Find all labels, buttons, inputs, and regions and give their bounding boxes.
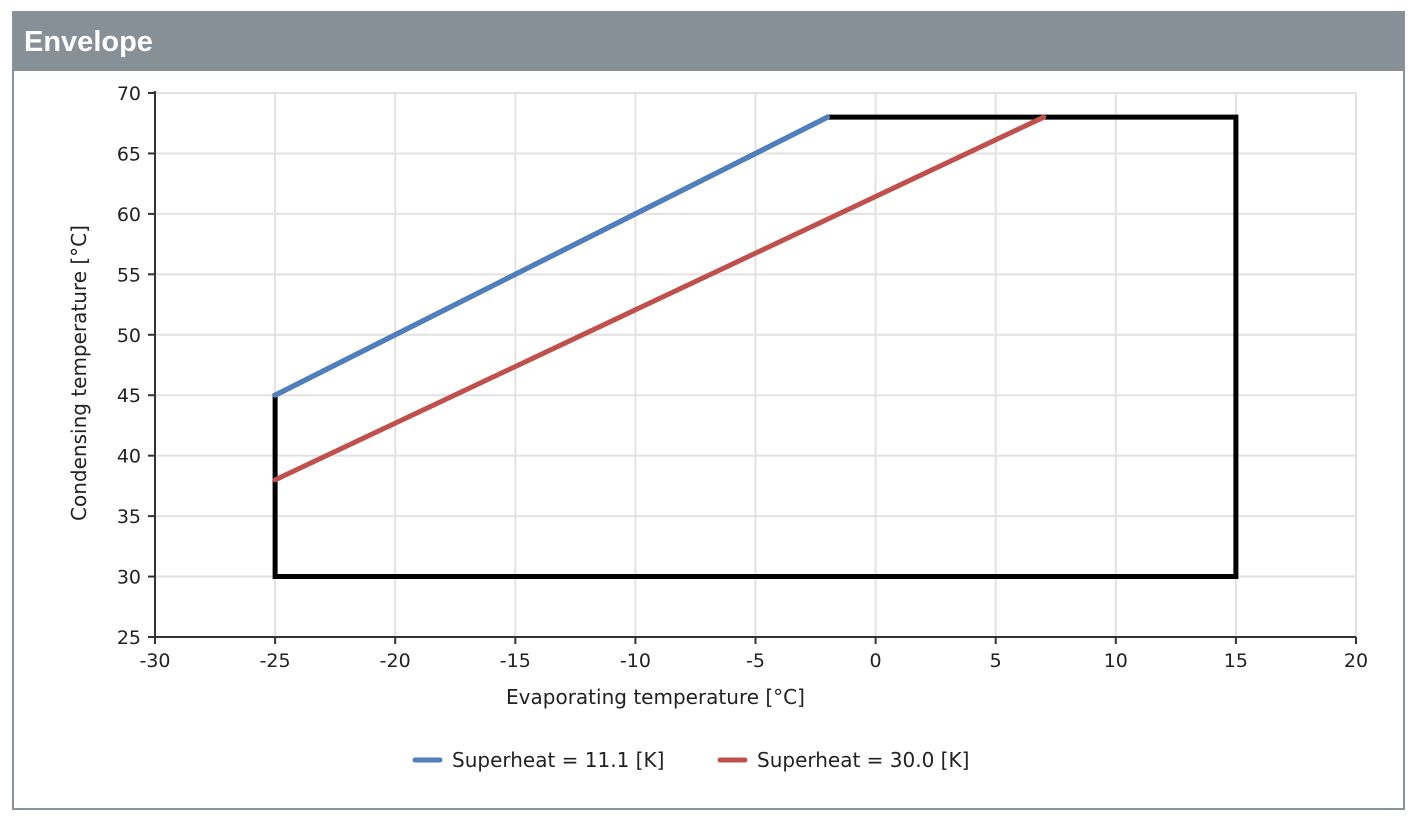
x-tick-label: -25 bbox=[260, 650, 291, 672]
legend-item-1: Superheat = 11.1 [K] bbox=[412, 748, 664, 772]
envelope-polygon bbox=[272, 114, 1239, 580]
y-axis-label: Condensing temperature [°C] bbox=[67, 225, 91, 521]
y-tick-label: 35 bbox=[117, 506, 141, 528]
envelope-panel: Envelope bbox=[12, 11, 1405, 810]
y-tick-label: 45 bbox=[117, 385, 141, 407]
x-tick-label: 15 bbox=[1224, 650, 1248, 672]
envelope-outline bbox=[272, 114, 1239, 580]
x-axis-label: Evaporating temperature [°C] bbox=[506, 685, 805, 709]
axes bbox=[148, 91, 1357, 644]
tick-labels: -30 -25 -20 -15 -10 -5 0 5 10 15 20 25 30 35 40 45 50 55 6… bbox=[117, 83, 1368, 672]
y-tick-label: 30 bbox=[117, 567, 141, 589]
panel-header: Envelope bbox=[14, 13, 1403, 71]
x-tick-label: 0 bbox=[870, 650, 882, 672]
y-tick-label: 60 bbox=[117, 204, 141, 226]
y-tick-label: 70 bbox=[117, 83, 141, 105]
y-tick-label: 40 bbox=[117, 446, 141, 468]
panel-title: Envelope bbox=[24, 26, 153, 58]
x-tick-label: -30 bbox=[139, 650, 170, 672]
y-tick-label: 65 bbox=[117, 143, 141, 165]
x-tick-label: 20 bbox=[1344, 650, 1368, 672]
x-tick-label: -10 bbox=[620, 650, 651, 672]
series-lines bbox=[272, 114, 1047, 483]
x-tick-label: 5 bbox=[990, 650, 1002, 672]
x-tick-label: -15 bbox=[500, 650, 531, 672]
legend: Superheat = 11.1 [K] Superheat = 30.0 [K] bbox=[412, 748, 969, 772]
legend-label: Superheat = 30.0 [K] bbox=[757, 748, 969, 772]
x-tick-label: 10 bbox=[1104, 650, 1128, 672]
x-tick-label: -20 bbox=[380, 650, 411, 672]
legend-item-2: Superheat = 30.0 [K] bbox=[717, 748, 969, 772]
x-tick-label: -5 bbox=[746, 650, 765, 672]
y-tick-label: 25 bbox=[117, 627, 141, 649]
legend-label: Superheat = 11.1 [K] bbox=[452, 748, 664, 772]
y-tick-label: 55 bbox=[117, 264, 141, 286]
series-line-2 bbox=[272, 114, 1047, 483]
series-line-1 bbox=[272, 114, 831, 398]
y-tick-label: 50 bbox=[117, 325, 141, 347]
